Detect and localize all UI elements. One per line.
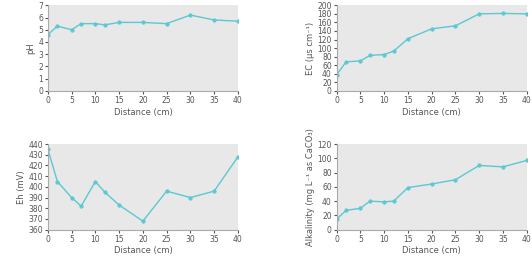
- Y-axis label: Alkalinity (mg L⁻¹ as CaCO₃): Alkalinity (mg L⁻¹ as CaCO₃): [305, 128, 314, 246]
- X-axis label: Distance (cm): Distance (cm): [402, 107, 461, 117]
- X-axis label: Distance (cm): Distance (cm): [113, 107, 172, 117]
- Y-axis label: EC (μs cm⁻¹): EC (μs cm⁻¹): [305, 22, 314, 75]
- X-axis label: Distance (cm): Distance (cm): [113, 246, 172, 255]
- Y-axis label: pH: pH: [27, 42, 35, 54]
- Y-axis label: Eh (mV): Eh (mV): [16, 170, 26, 204]
- X-axis label: Distance (cm): Distance (cm): [402, 246, 461, 255]
